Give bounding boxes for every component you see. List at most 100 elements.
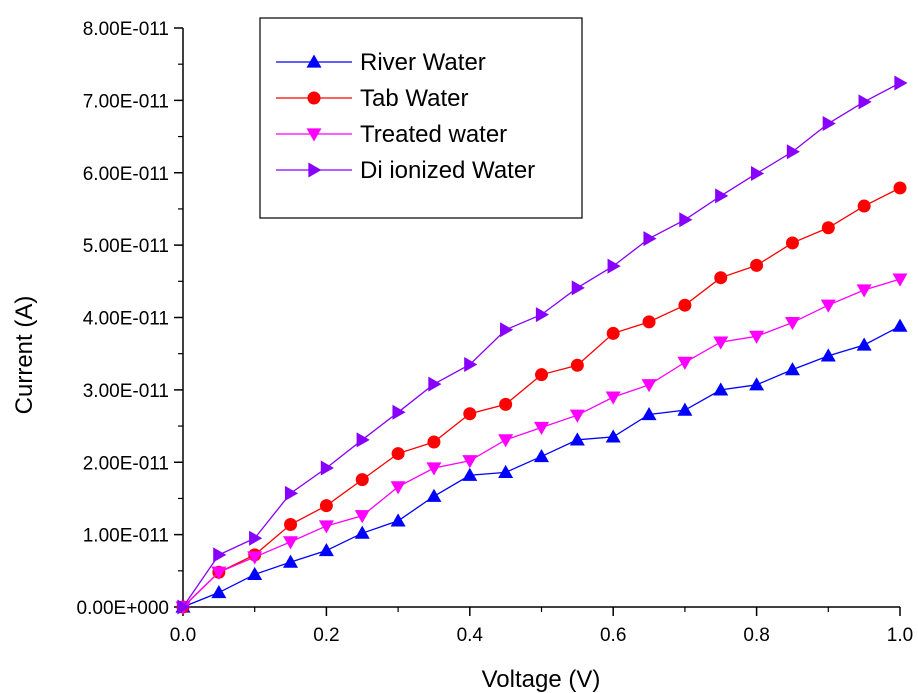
data-point — [284, 485, 299, 501]
data-point — [677, 356, 693, 370]
data-point — [428, 376, 442, 392]
data-point — [392, 404, 406, 420]
data-point — [856, 337, 872, 351]
data-point — [498, 434, 514, 448]
data-point — [786, 144, 800, 160]
data-point — [605, 429, 621, 443]
legend-item: Tab Water — [276, 85, 468, 112]
data-point — [534, 421, 549, 436]
data-point — [749, 330, 765, 344]
data-point — [462, 455, 478, 469]
data-point — [391, 447, 405, 461]
x-tick-label: 1.0 — [887, 625, 913, 646]
data-point — [211, 585, 227, 599]
data-point — [177, 599, 191, 615]
y-axis-ticks: 0.00E+000 1.00E-011 2.00E-011 3.00E-011 4.00… — [77, 19, 183, 619]
data-point — [892, 273, 908, 287]
data-point — [284, 517, 298, 531]
data-point — [390, 481, 406, 495]
data-point — [606, 326, 620, 340]
data-point — [247, 551, 263, 565]
data-point — [355, 473, 369, 487]
x-tick-label: 0.8 — [743, 625, 769, 646]
data-point — [820, 348, 836, 362]
x-tick-label: 0.6 — [600, 625, 626, 646]
data-point — [750, 258, 764, 272]
data-point — [283, 554, 299, 568]
data-point — [785, 236, 799, 250]
data-point — [784, 316, 800, 331]
data-point — [820, 299, 836, 313]
legend-label: Di ionized Water — [360, 157, 535, 184]
data-point — [499, 397, 513, 411]
legend-marker — [306, 54, 322, 68]
data-point — [249, 530, 263, 546]
y-tick-label: 5.00E-011 — [83, 236, 169, 257]
y-tick-label: 8.00E-011 — [83, 19, 169, 40]
data-point — [571, 280, 585, 296]
data-point — [464, 357, 478, 373]
series-3 — [175, 273, 908, 615]
data-point — [319, 499, 333, 513]
data-point — [426, 462, 442, 476]
series-4 — [177, 75, 908, 615]
plot-series — [175, 75, 908, 615]
data-point — [679, 212, 693, 228]
legend-item: Treated water — [276, 121, 507, 148]
data-point — [318, 543, 334, 557]
legend-marker — [307, 91, 321, 105]
data-point — [535, 307, 549, 323]
y-tick-label: 2.00E-011 — [83, 453, 169, 474]
y-tick-label: 1.00E-011 — [83, 526, 169, 547]
legend-item: River Water — [276, 49, 486, 76]
data-point — [390, 513, 406, 527]
legend: River Water Tab Water Treated water Di ioni… — [259, 17, 583, 219]
data-point — [678, 298, 692, 312]
legend-item: Di ionized Water — [276, 157, 535, 184]
legend-label: River Water — [360, 49, 486, 76]
data-point — [354, 525, 370, 539]
legend-label: Tab Water — [360, 85, 468, 112]
data-point — [750, 165, 765, 181]
data-point — [569, 432, 585, 446]
data-point — [641, 406, 657, 421]
data-point — [713, 382, 729, 396]
series-2 — [176, 181, 907, 614]
x-axis-title: Voltage (V) — [482, 666, 601, 693]
data-point — [749, 377, 765, 391]
data-point — [283, 536, 299, 550]
data-point — [715, 188, 729, 204]
y-tick-label: 0.00E+000 — [77, 598, 169, 619]
legend-box — [259, 17, 583, 219]
series-1 — [175, 318, 908, 613]
x-tick-label: 0.0 — [170, 625, 196, 646]
data-point — [641, 379, 657, 393]
data-point — [463, 407, 477, 421]
y-tick-label: 6.00E-011 — [83, 164, 169, 185]
data-point — [569, 409, 585, 423]
x-tick-label: 0.4 — [457, 625, 484, 646]
y-tick-label: 3.00E-011 — [83, 381, 169, 402]
data-point — [534, 448, 549, 463]
data-point — [462, 467, 478, 481]
data-point — [500, 322, 514, 338]
data-point — [356, 432, 370, 448]
data-point — [535, 368, 548, 382]
data-point — [211, 566, 227, 580]
data-point — [247, 566, 263, 581]
data-point — [643, 231, 657, 247]
y-axis-title: Current (A) — [11, 296, 38, 415]
legend-marker — [306, 128, 322, 142]
data-point — [320, 460, 334, 476]
data-point — [893, 181, 907, 195]
data-point — [713, 336, 729, 350]
data-point — [714, 271, 728, 285]
y-tick-label: 4.00E-011 — [83, 309, 169, 330]
data-point — [570, 358, 584, 372]
data-point — [605, 391, 621, 405]
data-point — [856, 284, 872, 298]
data-point — [857, 199, 871, 213]
data-point — [426, 488, 442, 502]
y-tick-label: 7.00E-011 — [83, 91, 169, 112]
